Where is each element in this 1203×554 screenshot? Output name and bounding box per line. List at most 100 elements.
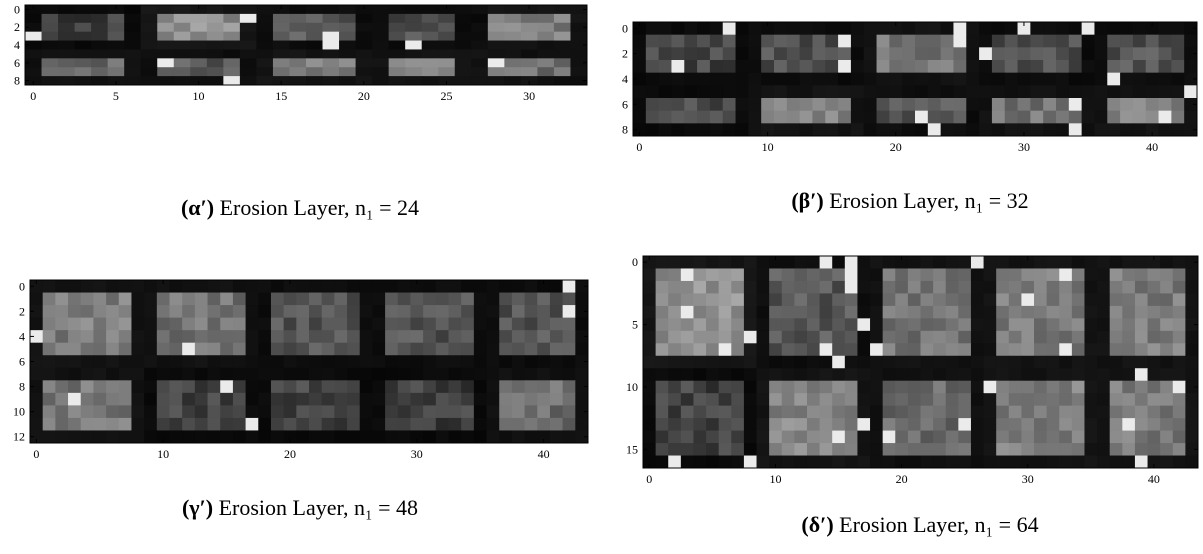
- image-pixel: [30, 342, 44, 356]
- image-pixel: [1081, 72, 1095, 86]
- image-pixel: [438, 22, 456, 33]
- image-pixel: [697, 110, 711, 124]
- image-pixel: [289, 22, 307, 33]
- image-pixel: [832, 330, 846, 344]
- image-pixel: [722, 22, 737, 36]
- image-pixel: [671, 85, 685, 99]
- image-pixel: [355, 22, 373, 33]
- image-pixel: [633, 47, 647, 61]
- image-pixel: [1134, 405, 1149, 419]
- image-pixel: [232, 305, 247, 319]
- image-pixel: [520, 58, 538, 68]
- image-pixel: [397, 367, 411, 381]
- image-pixel: [1017, 22, 1031, 36]
- image-pixel: [1008, 268, 1022, 282]
- image-pixel: [991, 72, 1006, 86]
- image-pixel: [806, 268, 821, 282]
- image-pixel: [996, 355, 1010, 369]
- image-pixel: [743, 430, 758, 444]
- y-tick-label: 10: [13, 405, 25, 419]
- image-pixel: [140, 58, 158, 68]
- image-pixel: [448, 380, 462, 394]
- image-pixel: [706, 256, 720, 269]
- image-pixel: [774, 34, 788, 48]
- image-pixel: [461, 330, 475, 344]
- image-pixel: [958, 318, 972, 332]
- image-pixel: [838, 22, 852, 36]
- image-pixel: [1185, 343, 1199, 357]
- image-pixel: [511, 280, 526, 294]
- image-pixel: [562, 367, 576, 381]
- image-pixel: [41, 58, 59, 68]
- image-pixel: [405, 31, 423, 42]
- image-pixel: [1030, 60, 1044, 74]
- caption-text: Erosion Layer, n₁ = 24: [220, 195, 419, 220]
- image-pixel: [448, 405, 462, 419]
- image-pixel: [131, 292, 145, 306]
- image-pixel: [1034, 256, 1048, 269]
- image-pixel: [1097, 343, 1111, 357]
- image-pixel: [80, 392, 94, 406]
- image-pixel: [270, 317, 285, 331]
- image-pixel: [1158, 22, 1172, 36]
- image-pixel: [106, 292, 120, 306]
- image-pixel: [680, 293, 694, 307]
- image-pixel: [372, 5, 390, 15]
- image-pixel: [1134, 305, 1149, 319]
- image-pixel: [684, 110, 698, 124]
- image-pixel: [1059, 318, 1073, 332]
- image-pixel: [309, 342, 323, 356]
- image-pixel: [756, 405, 770, 419]
- image-pixel: [339, 49, 357, 59]
- image-pixel: [1097, 443, 1111, 457]
- image-pixel: [991, 60, 1006, 74]
- image-pixel: [144, 430, 158, 444]
- image-pixel: [1109, 355, 1123, 369]
- image-pixel: [223, 40, 241, 50]
- image-pixel: [190, 31, 208, 42]
- image-pixel: [454, 13, 472, 24]
- image-pixel: [223, 49, 241, 59]
- image-pixel: [306, 13, 324, 24]
- image-pixel: [718, 418, 732, 432]
- x-tick-label: 0: [636, 140, 642, 154]
- image-pixel: [643, 393, 657, 407]
- image-pixel: [1109, 455, 1123, 469]
- image-pixel: [91, 31, 109, 42]
- image-pixel: [435, 292, 449, 306]
- image-pixel: [423, 430, 437, 444]
- image-pixel: [996, 430, 1010, 444]
- image-pixel: [1120, 47, 1134, 61]
- image-pixel: [706, 405, 720, 419]
- image-pixel: [983, 455, 997, 469]
- image-pixel: [562, 280, 576, 294]
- image-pixel: [920, 443, 934, 457]
- image-pixel: [182, 430, 196, 444]
- image-pixel: [870, 405, 884, 419]
- image-pixel: [718, 405, 732, 419]
- image-pixel: [1046, 380, 1060, 394]
- image-pixel: [1059, 430, 1073, 444]
- image-pixel: [207, 392, 221, 406]
- image-pixel: [645, 47, 660, 61]
- image-pixel: [684, 60, 698, 74]
- image-pixel: [996, 318, 1010, 332]
- image-pixel: [697, 72, 711, 86]
- image-pixel: [731, 268, 745, 282]
- image-pixel: [1109, 293, 1123, 307]
- image-pixel: [321, 292, 335, 306]
- image-pixel: [334, 317, 348, 331]
- image-pixel: [80, 430, 94, 444]
- image-pixel: [748, 98, 762, 112]
- image-pixel: [761, 98, 775, 112]
- image-pixel: [140, 5, 158, 15]
- image-pixel: [1184, 47, 1198, 61]
- image-pixel: [844, 293, 858, 307]
- image-pixel: [372, 22, 390, 33]
- image-pixel: [907, 305, 921, 319]
- image-pixel: [144, 330, 158, 344]
- image-pixel: [684, 72, 698, 86]
- image-pixel: [106, 317, 120, 331]
- image-pixel: [756, 418, 770, 432]
- image-pixel: [799, 72, 813, 86]
